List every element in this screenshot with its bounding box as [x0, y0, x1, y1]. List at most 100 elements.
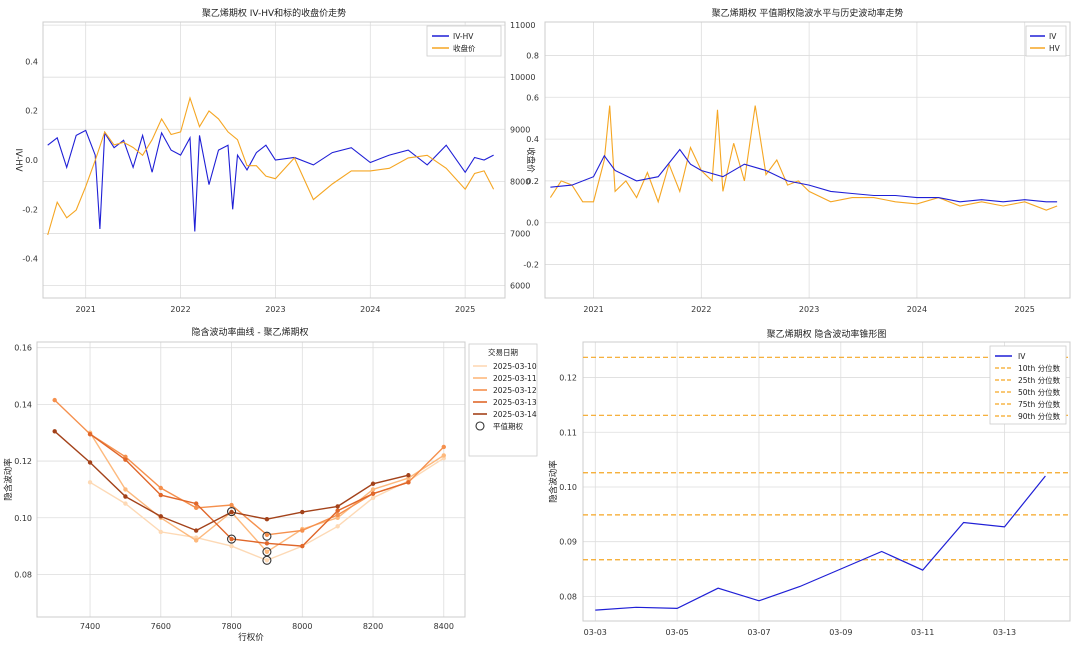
- atm-marker: [262, 555, 272, 565]
- series-line-2025-03-13: [89, 433, 409, 547]
- x-tick-label: 03-05: [666, 628, 689, 637]
- y-tick-label: 0.12: [14, 457, 32, 466]
- series-point: [158, 485, 164, 491]
- legend-entry: IV: [1018, 352, 1026, 361]
- series-point: [229, 509, 234, 515]
- y-tick-label: 0.4: [25, 57, 38, 66]
- series-line-2025-03-12: [54, 399, 445, 536]
- legend-frame: [989, 345, 1067, 425]
- y-tick-label: 0.08: [14, 570, 32, 579]
- x-tick-label: 7800: [221, 622, 241, 631]
- y-tick-label: 0.08: [559, 592, 577, 601]
- chart-3: 7400 7600 7800 8000 8200 8400 0.08 0.10 0.12 0.14…: [3, 326, 538, 643]
- y-tick-label: 0.12: [559, 374, 577, 383]
- x-tick-label: 03-11: [911, 628, 934, 637]
- series-line-IV: [550, 148, 1058, 203]
- series-point: [370, 495, 376, 501]
- legend-atm-swatch: [475, 421, 485, 431]
- y2-tick-label: 7000: [510, 229, 530, 238]
- legend-frame: [468, 343, 538, 457]
- y-axis-label: 隐含波动率: [548, 460, 559, 503]
- series-point: [229, 543, 234, 549]
- x-tick-label: 2023: [799, 305, 819, 314]
- y-tick-label: -0.4: [22, 255, 38, 264]
- x-axis-label: 行权价: [238, 632, 264, 643]
- y-tick-label: 0.6: [526, 93, 539, 102]
- series-point: [264, 558, 270, 563]
- series-point: [406, 473, 411, 478]
- y-tick-label: 0.09: [559, 538, 577, 547]
- legend: IV-HV 收盘价: [426, 25, 502, 57]
- x-tick-label: 8400: [434, 622, 454, 631]
- series-point: [158, 529, 164, 535]
- series-point: [264, 541, 270, 546]
- series-point: [406, 480, 411, 485]
- x-tick-label: 7400: [80, 622, 100, 631]
- x-tick-label: 03-03: [584, 628, 607, 637]
- legend-entry: 2025-03-12: [493, 386, 537, 395]
- legend-entry: 2025-03-14: [493, 410, 537, 419]
- y-tick-label: 0.10: [14, 514, 32, 523]
- series-point: [193, 538, 199, 543]
- legend: 交易日期 2025-03-10 2025-03-11 2025-03-12 2025-0…: [468, 343, 538, 457]
- chart-title: 聚乙烯期权 IV-HV和标的收盘价走势: [202, 7, 346, 19]
- y2-tick-label: 8000: [510, 177, 530, 186]
- y-tick-label: 0.2: [526, 177, 539, 186]
- x-tick-label: 2024: [360, 305, 380, 314]
- atm-marker: [262, 531, 272, 541]
- series-point: [335, 508, 340, 513]
- legend-entry: IV: [1049, 32, 1057, 41]
- legend-frame: [1025, 25, 1067, 57]
- series-point: [335, 504, 340, 509]
- chart-1: 2021 2022 2023 2024 2025 6000 7000 8000 9000 1000…: [13, 7, 536, 314]
- series-point: [193, 505, 199, 511]
- chart-4: 03-03 03-05 03-07 03-09 03-11 03-13 0.08 0.09 0.…: [548, 328, 1071, 637]
- legend-entry: IV-HV: [453, 32, 474, 41]
- series-point: [264, 532, 270, 537]
- series-line-收盘价: [47, 96, 495, 236]
- series-point: [123, 487, 128, 492]
- legend-entry: 平值期权: [493, 421, 523, 431]
- x-tick-label: 03-13: [993, 628, 1016, 637]
- plot-frame: [36, 341, 466, 618]
- x-tick-label: 2023: [265, 305, 285, 314]
- y2-tick-label: 10000: [510, 73, 535, 82]
- legend: IV 10th 分位数 25th 分位数 50th 分位数 75th 分位数 90th 分…: [989, 345, 1067, 425]
- x-tick-label: 2022: [691, 305, 711, 314]
- y2-tick-label: 11000: [510, 21, 535, 30]
- atm-marker: [226, 534, 237, 544]
- x-tick-label: 2021: [76, 305, 96, 314]
- series-point: [441, 453, 446, 458]
- series-point: [441, 444, 446, 450]
- y-axis-label: 隐含波动率: [3, 458, 14, 501]
- series-point: [264, 549, 270, 554]
- series-line-IV-HV: [47, 129, 494, 232]
- y-tick-label: 0.8: [526, 51, 539, 60]
- plot-frame: [42, 21, 506, 299]
- chart-title: 聚乙烯期权 隐含波动率锥形图: [767, 328, 887, 340]
- legend: IV HV: [1025, 25, 1067, 57]
- series-point: [158, 492, 164, 498]
- x-tick-label: 03-07: [747, 628, 770, 637]
- legend-entry: 10th 分位数: [1018, 363, 1061, 373]
- series-point: [300, 528, 305, 533]
- chart-2: 2021 2022 2023 2024 2025 -0.2 0.0 0.2 0.4 0.6 0.8 聚…: [523, 7, 1071, 314]
- y2-tick-label: 6000: [510, 282, 530, 291]
- y-tick-label: -0.2: [523, 261, 539, 270]
- chart-title: 隐含波动率曲线 - 聚乙烯期权: [192, 326, 309, 338]
- y-tick-label: 0.16: [14, 344, 32, 353]
- series-point: [158, 514, 164, 519]
- atm-marker: [226, 506, 237, 517]
- legend-entry: 75th 分位数: [1018, 399, 1061, 409]
- series-point: [300, 543, 305, 549]
- y-tick-label: 0.4: [526, 135, 539, 144]
- x-tick-label: 8000: [292, 622, 312, 631]
- y-tick-label: 0.14: [14, 400, 32, 409]
- y-tick-label: 0.10: [559, 483, 577, 492]
- legend-entry: 2025-03-13: [493, 398, 537, 407]
- series-point: [52, 397, 57, 403]
- y2-axis-label: 收盘价: [525, 147, 536, 173]
- series-point: [123, 501, 128, 506]
- legend-entry: HV: [1049, 44, 1061, 53]
- series-point: [87, 480, 93, 485]
